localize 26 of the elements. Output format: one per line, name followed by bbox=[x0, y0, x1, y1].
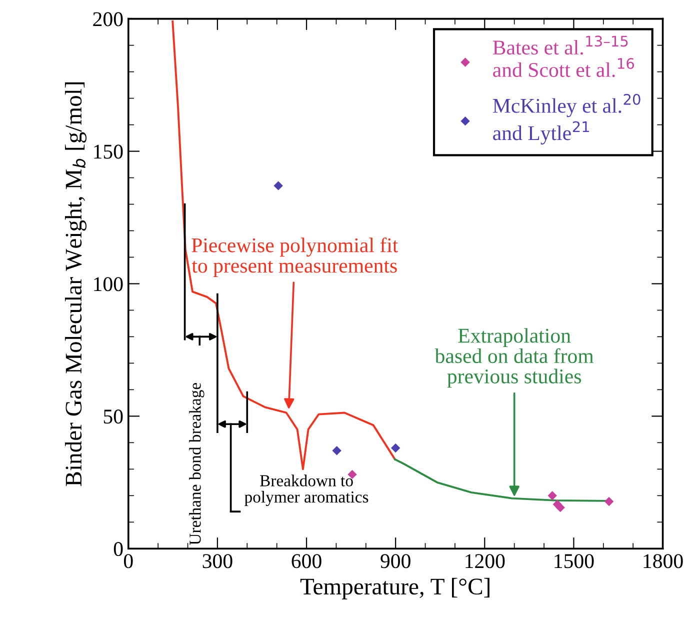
point bbox=[274, 181, 283, 190]
x-tick-label: 1800 bbox=[644, 554, 683, 568]
x-tick-label: 300 bbox=[202, 554, 232, 568]
y-tick-label: 100 bbox=[94, 277, 123, 292]
x-tick-label: 1500 bbox=[554, 554, 594, 568]
point bbox=[604, 496, 614, 506]
x-axis-title: Temperature, T [°C] bbox=[300, 578, 490, 600]
x-tick-label: 600 bbox=[292, 554, 322, 568]
y-axis-title: Binder Gas Molecular Weight, M$_{b}$ [g/mol] bbox=[65, 82, 86, 486]
point bbox=[390, 443, 400, 453]
y-tick-label: 150 bbox=[94, 144, 123, 159]
text: McKinley et al.$^{20}$ and Lytle$^{21}$ bbox=[492, 94, 640, 145]
annotation: Breakdown to polymer aromatics bbox=[244, 474, 368, 506]
x-tick-label: 900 bbox=[380, 554, 410, 568]
point bbox=[556, 502, 565, 512]
annotation: Extrapolation based on data from previous studies bbox=[434, 328, 594, 388]
legend-label: Bates et al.$^{13–15}$ and Scott et al.$^{16}$ bbox=[492, 36, 634, 78]
point bbox=[332, 446, 342, 456]
y-tick-label: 200 bbox=[93, 12, 123, 26]
annotation: Urethane bond breakage bbox=[189, 382, 204, 545]
point bbox=[548, 491, 557, 500]
annotation: Piecewise polynomial fit to present measurements bbox=[192, 237, 398, 277]
y-tick-label: 0 bbox=[114, 542, 123, 556]
x-tick-label: 1200 bbox=[466, 554, 505, 568]
x-tick-label: 0 bbox=[124, 554, 133, 568]
y-tick-label: 50 bbox=[104, 410, 123, 424]
